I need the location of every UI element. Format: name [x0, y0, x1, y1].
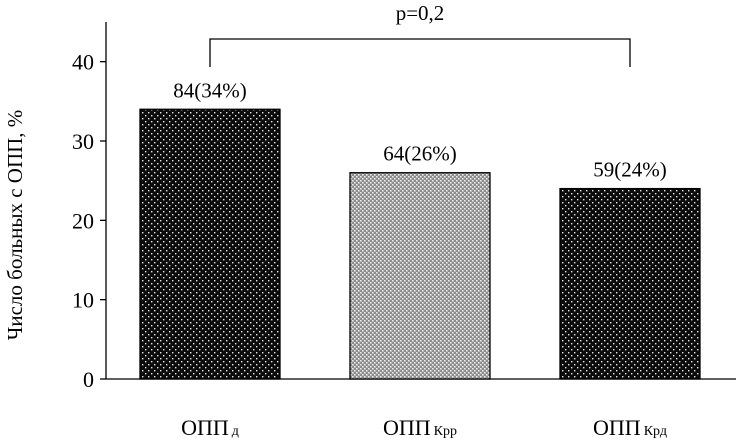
bar-1: [139, 108, 281, 380]
y-tick-label-30: 30: [72, 129, 94, 154]
y-axis-label: Число больных с ОПП, %: [3, 110, 27, 341]
y-tick-label-0: 0: [83, 367, 94, 392]
category-label-1: ОПП д: [181, 415, 239, 440]
data-label-1: 84(34%): [173, 78, 246, 102]
plot-area: 0 10 20 30 40 84(34%) ОПП д 64(26%) ОПП Крр 59(24%)…: [72, 1, 736, 440]
category-label-3: ОПП Крд: [593, 415, 667, 440]
y-tick-label-40: 40: [72, 50, 94, 75]
significance-bracket: [209, 38, 631, 67]
y-tick-label-10: 10: [72, 288, 94, 313]
y-tick-label-20: 20: [72, 208, 94, 233]
bar-3: [559, 187, 701, 380]
data-label-2: 64(26%): [383, 142, 456, 166]
p-value-label: p=0,2: [396, 1, 445, 25]
category-label-2: ОПП Крр: [383, 415, 457, 440]
bar-2: [349, 172, 491, 380]
data-label-3: 59(24%): [593, 158, 666, 182]
